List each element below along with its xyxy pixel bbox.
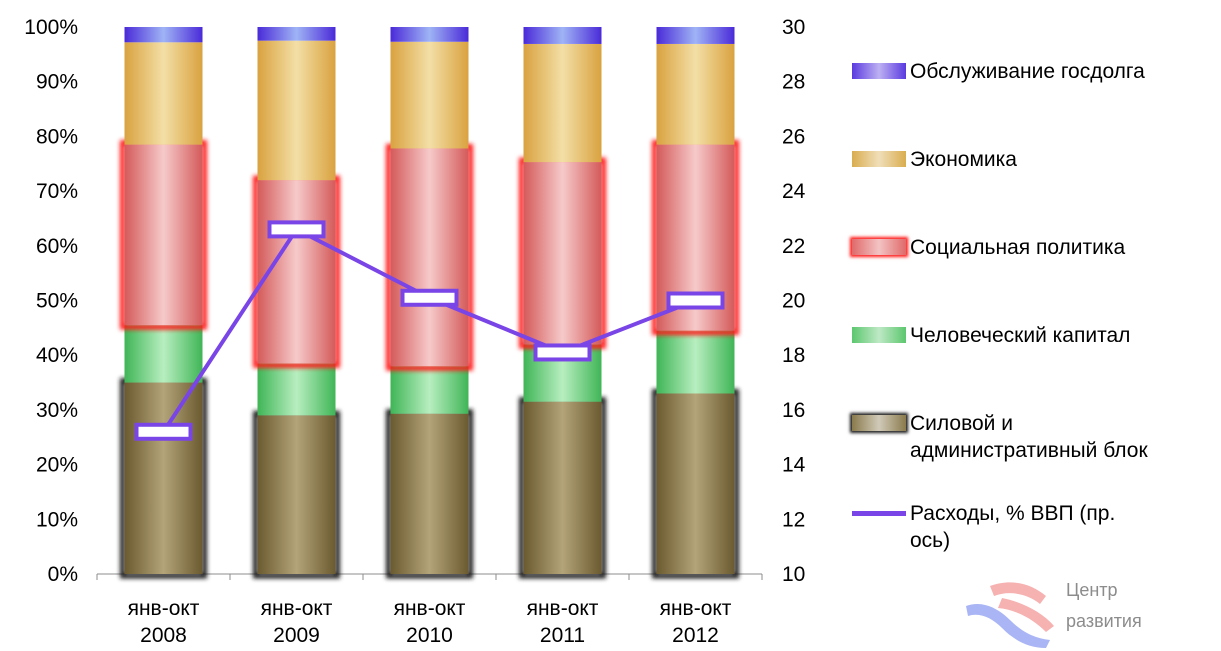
bar-segment: [257, 40, 336, 181]
bar-segment: [124, 382, 203, 574]
y-left-tick-label: 70%: [36, 180, 78, 203]
bar-segment: [257, 27, 336, 41]
bar-segment: [656, 43, 735, 145]
y-left-tick-label: 90%: [36, 71, 78, 94]
legend-swatch-icon: [852, 415, 906, 431]
y-left-tick-label: 30%: [36, 399, 78, 422]
bar-segment: [523, 401, 602, 574]
x-category-label: янв-окт 2012: [660, 597, 732, 647]
legend-label: Экономика: [910, 148, 1017, 171]
x-category-label-line: 2012: [672, 624, 719, 647]
bar-segment: [390, 27, 469, 42]
x-category-label-line: 2008: [140, 624, 187, 647]
bar-segment: [124, 42, 203, 145]
legend-item: Силовой и административный блок: [852, 410, 1200, 464]
bar-segment: [523, 43, 602, 163]
legend-swatch-icon: [852, 63, 906, 79]
x-category-label-line: янв-окт: [660, 597, 732, 620]
bar-segment: [390, 41, 469, 149]
x-category-label-line: 2010: [406, 624, 453, 647]
x-category-label-line: янв-окт: [527, 597, 599, 620]
line-series-marker: [533, 343, 592, 362]
y-right-tick-label: 12: [782, 508, 805, 531]
bar-segment: [390, 413, 469, 574]
legend-line-swatch-icon: [852, 511, 906, 516]
legend-swatch-icon: [852, 327, 906, 343]
y-left-tick-label: 50%: [36, 290, 78, 313]
bar-segment: [656, 330, 735, 394]
x-category-label: янв-окт 2008: [128, 597, 200, 647]
legend-label: Силовой и административный блок: [910, 412, 1148, 462]
x-category-label-line: янв-окт: [394, 597, 466, 620]
y-left-tick-label: 0%: [48, 563, 78, 586]
y-left-tick-label: 100%: [24, 16, 78, 39]
line-layer: [134, 220, 725, 441]
bar-segment: [124, 144, 203, 326]
legend: Обслуживание госдолга Экономика Социальная…: [852, 0, 1212, 600]
line-series-marker: [134, 422, 193, 441]
bar-segment: [257, 415, 336, 574]
legend-item: Обслуживание госдолга: [852, 58, 1200, 85]
line-series-marker: [400, 288, 459, 307]
y-right-tick-label: 30: [782, 16, 805, 39]
y-right-tick-label: 24: [782, 180, 806, 203]
logo: Центр развития: [962, 578, 1162, 648]
bar-segment: [124, 325, 203, 383]
y-right-tick-label: 22: [782, 235, 805, 258]
logo-text-line1: Центр: [1066, 580, 1118, 600]
y-right-tick-label: 20: [782, 290, 805, 313]
legend-label: Расходы, % ВВП (пр. ось): [910, 502, 1116, 552]
logo-text-line2: развития: [1066, 611, 1142, 631]
legend-label: Человеческий капитал: [910, 324, 1131, 347]
y-left-tick-label: 20%: [36, 454, 78, 477]
x-category-label: янв-окт 2011: [527, 597, 599, 647]
y-right-tick-label: 16: [782, 399, 805, 422]
x-category-label-line: янв-окт: [261, 597, 333, 620]
line-series-marker: [267, 220, 326, 239]
y-right-tick-label: 18: [782, 344, 805, 367]
x-category-label: янв-окт 2009: [261, 597, 333, 647]
x-category-label-line: 2009: [273, 624, 320, 647]
legend-swatch-icon: [852, 239, 906, 255]
handshake-logo-icon: [966, 582, 1054, 648]
bar-segment: [523, 27, 602, 44]
bar-segment: [257, 363, 336, 416]
y-left-tick-label: 60%: [36, 235, 78, 258]
legend-item: Расходы, % ВВП (пр. ось): [852, 500, 1200, 554]
legend-label: Обслуживание госдолга: [910, 60, 1145, 83]
y-right-tick-label: 10: [782, 563, 805, 586]
x-category-label: янв-окт 2010: [394, 597, 466, 647]
bar-segment: [656, 27, 735, 44]
legend-swatch-icon: [852, 151, 906, 167]
legend-label: Социальная политика: [910, 236, 1126, 259]
bar-segment: [656, 393, 735, 574]
legend-item: Человеческий капитал: [852, 322, 1200, 349]
legend-item: Экономика: [852, 146, 1200, 173]
y-left-tick-label: 80%: [36, 125, 78, 148]
bar-segment: [390, 366, 469, 414]
y-right-tick-label: 14: [782, 454, 806, 477]
x-category-label-line: янв-окт: [128, 597, 200, 620]
legend-item: Социальная политика: [852, 234, 1200, 261]
bars: [120, 27, 739, 579]
bar-segment: [523, 162, 602, 345]
line-series-marker: [666, 291, 725, 310]
y-right-tick-label: 28: [782, 71, 805, 94]
y-left-tick-label: 40%: [36, 344, 78, 367]
x-category-label-line: 2011: [540, 624, 585, 647]
labels: 0% 10% 20% 30% 40% 50% 60% 70% 80% 90% 100% 10 12 14 1…: [24, 16, 805, 647]
bar-segment: [124, 27, 203, 43]
y-left-tick-label: 10%: [36, 508, 78, 531]
y-right-tick-label: 26: [782, 125, 805, 148]
bar-segment: [390, 148, 469, 367]
